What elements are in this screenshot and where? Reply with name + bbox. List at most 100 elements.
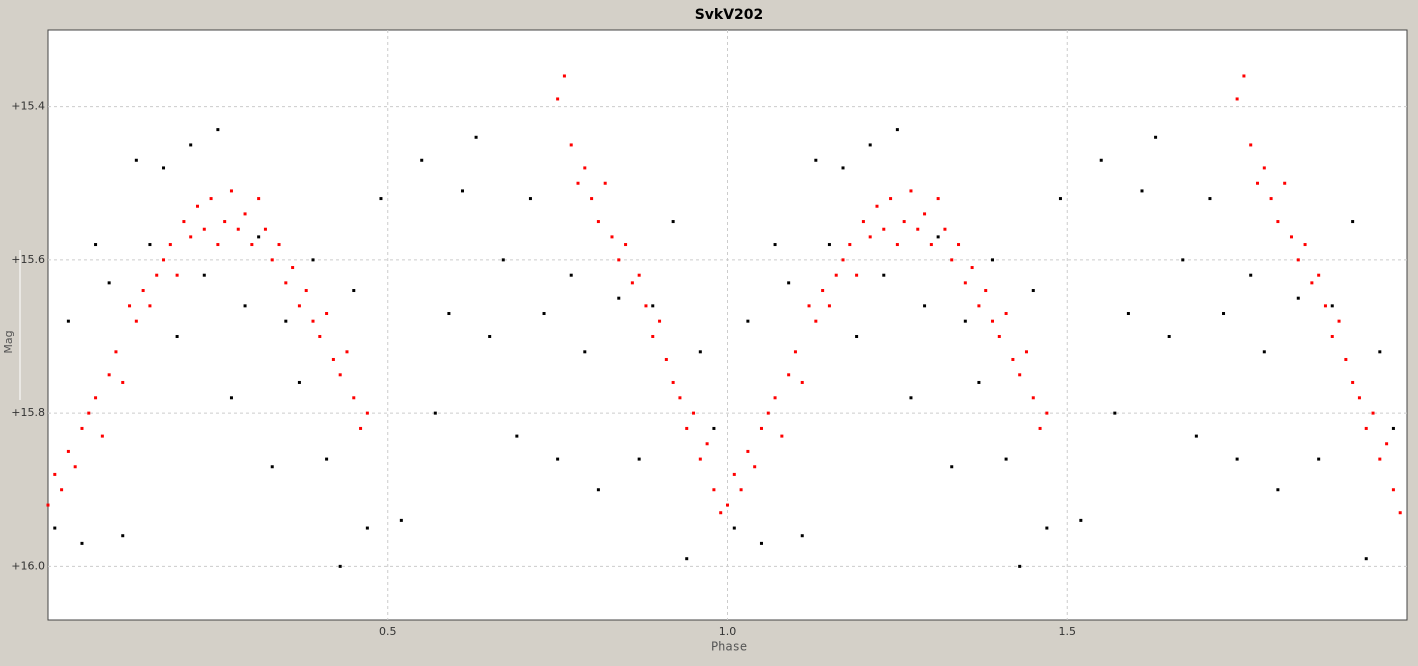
data-point <box>759 426 763 430</box>
data-point <box>814 319 818 323</box>
data-point <box>66 319 70 323</box>
data-point <box>977 380 981 384</box>
data-point <box>474 135 478 139</box>
data-point <box>325 457 329 461</box>
data-point <box>304 289 308 293</box>
data-point <box>284 319 288 323</box>
data-point <box>855 334 859 338</box>
data-point <box>624 243 628 247</box>
data-point <box>732 472 736 476</box>
data-point <box>1364 426 1368 430</box>
data-point <box>175 334 179 338</box>
data-point <box>882 227 886 231</box>
data-point <box>94 243 98 247</box>
data-point <box>216 128 220 132</box>
data-point <box>875 204 879 208</box>
data-point <box>787 281 791 285</box>
data-point <box>1398 511 1402 515</box>
data-point <box>827 243 831 247</box>
data-point <box>359 426 363 430</box>
data-point <box>834 273 838 277</box>
data-point <box>1296 296 1300 300</box>
data-point <box>562 74 566 78</box>
y-tick-label: +16.0 <box>11 559 45 572</box>
data-point <box>229 189 233 193</box>
data-point <box>800 534 804 538</box>
data-point <box>855 273 859 277</box>
data-point <box>909 189 913 193</box>
data-point <box>87 411 91 415</box>
data-point <box>46 503 50 507</box>
data-point <box>488 334 492 338</box>
data-point <box>331 357 335 361</box>
data-point <box>630 281 634 285</box>
data-point <box>685 557 689 561</box>
data-point <box>698 457 702 461</box>
data-point <box>1011 357 1015 361</box>
data-point <box>1249 273 1253 277</box>
data-point <box>590 197 594 201</box>
data-point <box>671 220 675 224</box>
data-point <box>1113 411 1117 415</box>
data-point <box>229 396 233 400</box>
data-point <box>766 411 770 415</box>
data-point <box>53 472 57 476</box>
data-point <box>162 258 166 262</box>
data-point <box>1018 564 1022 568</box>
data-point <box>352 396 356 400</box>
y-tick-label: +15.6 <box>11 253 45 266</box>
data-point <box>651 304 655 308</box>
data-point <box>80 426 84 430</box>
data-point <box>576 181 580 185</box>
y-tick-label: +15.4 <box>11 100 45 113</box>
data-point <box>263 227 267 231</box>
data-point <box>882 273 886 277</box>
x-tick-label: 1.5 <box>1059 625 1077 638</box>
data-point <box>1194 434 1198 438</box>
data-point <box>800 380 804 384</box>
data-point <box>1126 312 1130 316</box>
data-point <box>664 357 668 361</box>
data-point <box>379 197 383 201</box>
data-point <box>719 511 723 515</box>
data-point <box>1283 181 1287 185</box>
data-point <box>1303 243 1307 247</box>
chart-title: SvkV202 <box>695 7 764 23</box>
data-point <box>1099 158 1103 162</box>
data-point <box>936 235 940 239</box>
data-point <box>1031 289 1035 293</box>
data-point <box>277 243 281 247</box>
data-point <box>603 181 607 185</box>
data-point <box>943 227 947 231</box>
data-point <box>338 564 342 568</box>
data-point <box>753 465 757 469</box>
data-point <box>311 319 315 323</box>
data-point <box>651 334 655 338</box>
data-point <box>596 488 600 492</box>
data-point <box>270 465 274 469</box>
data-point <box>787 373 791 377</box>
data-point <box>134 158 138 162</box>
data-point <box>128 304 132 308</box>
data-point <box>1018 373 1022 377</box>
data-point <box>257 197 261 201</box>
data-point <box>53 526 57 530</box>
data-point <box>596 220 600 224</box>
data-point <box>950 258 954 262</box>
data-point <box>773 396 777 400</box>
data-point <box>189 235 193 239</box>
data-point <box>793 350 797 354</box>
data-point <box>223 220 227 224</box>
data-point <box>1371 411 1375 415</box>
data-point <box>739 488 743 492</box>
data-point <box>1317 457 1321 461</box>
data-point <box>617 258 621 262</box>
data-point <box>923 304 927 308</box>
data-point <box>1351 380 1355 384</box>
data-point <box>1242 74 1246 78</box>
data-point <box>746 449 750 453</box>
data-point <box>1323 304 1327 308</box>
data-point <box>1385 442 1389 446</box>
data-point <box>1004 457 1008 461</box>
data-point <box>868 235 872 239</box>
